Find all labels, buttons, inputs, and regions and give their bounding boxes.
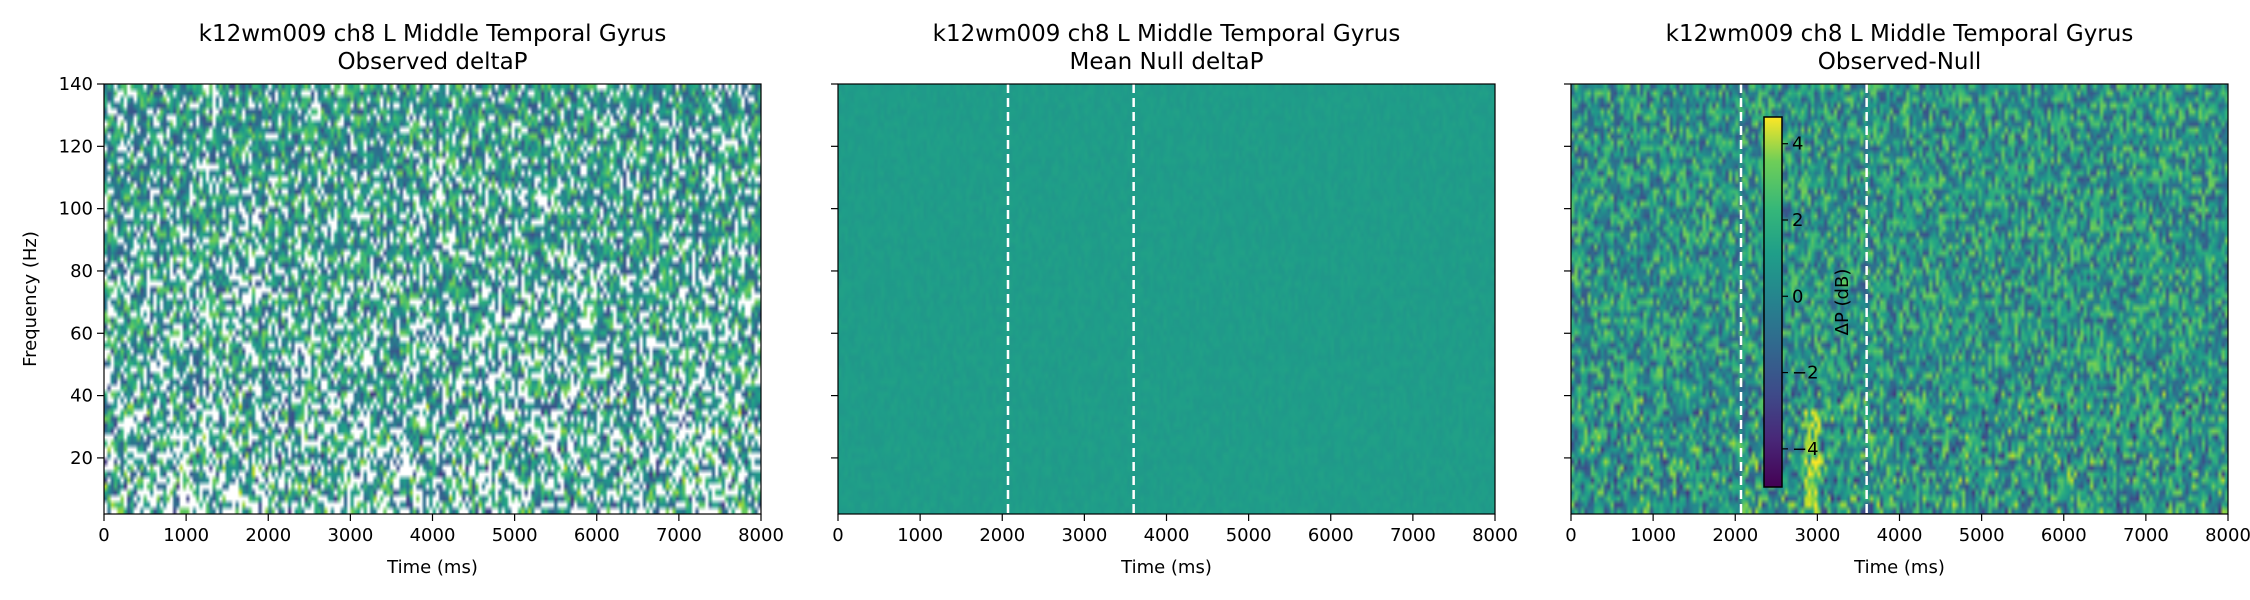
heatmap-image xyxy=(838,84,1495,514)
x-axis-label: Time (ms) xyxy=(1853,557,1945,578)
colorbar-tick-label: 4 xyxy=(1792,134,1803,155)
x-tick-label: 4000 xyxy=(410,525,456,546)
x-tick-label: 0 xyxy=(1565,525,1576,546)
x-tick-label: 8000 xyxy=(2205,525,2250,546)
colorbar-label: ΔP (dB) xyxy=(1832,269,1853,336)
x-tick-label: 3000 xyxy=(1794,525,1840,546)
x-tick-label: 7000 xyxy=(2123,525,2169,546)
x-tick-label: 8000 xyxy=(738,525,784,546)
x-tick-label: 4000 xyxy=(1144,525,1190,546)
x-tick-label: 0 xyxy=(832,525,843,546)
colorbar: 4 2 0 −2 −4 ΔP (dB) xyxy=(1763,116,1853,488)
x-tick-label: 6000 xyxy=(2041,525,2087,546)
x-tick-label: 5000 xyxy=(1959,525,2005,546)
heatmap-image xyxy=(1571,84,2228,514)
y-tick-label: 60 xyxy=(70,323,93,344)
x-tick-label: 1000 xyxy=(897,525,943,546)
x-axis-label: Time (ms) xyxy=(1120,557,1212,578)
colorbar-tick-label: −2 xyxy=(1792,363,1819,384)
x-tick-label: 4000 xyxy=(1877,525,1923,546)
colorbar-tick-label: −4 xyxy=(1792,439,1819,460)
y-tick-label: 140 xyxy=(59,74,93,95)
x-tick-label: 8000 xyxy=(1472,525,1518,546)
colorbar-tick-label: 0 xyxy=(1792,286,1803,307)
x-tick-label: 6000 xyxy=(574,525,620,546)
x-tick-label: 3000 xyxy=(327,525,373,546)
x-tick-label: 2000 xyxy=(979,525,1025,546)
x-tick-label: 2000 xyxy=(1712,525,1758,546)
chart-subtitle: Observed-Null xyxy=(1818,49,1982,75)
x-tick-label: 6000 xyxy=(1308,525,1354,546)
x-tick-label: 2000 xyxy=(245,525,291,546)
y-tick-label: 40 xyxy=(70,386,93,407)
colorbar-tick-label: 2 xyxy=(1792,210,1803,231)
x-tick-label: 5000 xyxy=(1226,525,1272,546)
y-tick-label: 100 xyxy=(59,199,93,220)
y-tick-label: 80 xyxy=(70,261,93,282)
chart-subtitle: Mean Null deltaP xyxy=(1070,49,1264,75)
x-axis-label: Time (ms) xyxy=(386,557,478,578)
y-axis-label: Frequency (Hz) xyxy=(20,231,41,367)
x-tick-label: 7000 xyxy=(1390,525,1436,546)
x-tick-label: 1000 xyxy=(163,525,209,546)
x-tick-label: 0 xyxy=(98,525,109,546)
colorbar-gradient xyxy=(1763,116,1783,488)
chart-mean-null-deltap: 0 1000 2000 3000 4000 5000 6000 7000 8000 k12wm00… xyxy=(831,21,1518,578)
chart-subtitle: Observed deltaP xyxy=(337,49,527,75)
y-tick-label: 120 xyxy=(59,136,93,157)
chart-observed-minus-null: 0 1000 2000 3000 4000 5000 6000 7000 8000 k12wm00… xyxy=(1564,21,2250,578)
x-tick-label: 7000 xyxy=(656,525,702,546)
chart-title: k12wm009 ch8 L Middle Temporal Gyrus xyxy=(199,21,667,47)
x-tick-label: 1000 xyxy=(1630,525,1676,546)
heatmap-image xyxy=(104,84,761,514)
y-tick-label: 20 xyxy=(70,448,93,469)
chart-title: k12wm009 ch8 L Middle Temporal Gyrus xyxy=(1666,21,2134,47)
x-tick-label: 3000 xyxy=(1061,525,1107,546)
chart-observed-deltap: 0 1000 2000 3000 4000 5000 6000 7000 8000 20 40 60 8… xyxy=(20,21,784,578)
chart-title: k12wm009 ch8 L Middle Temporal Gyrus xyxy=(933,21,1401,47)
x-tick-label: 5000 xyxy=(492,525,538,546)
